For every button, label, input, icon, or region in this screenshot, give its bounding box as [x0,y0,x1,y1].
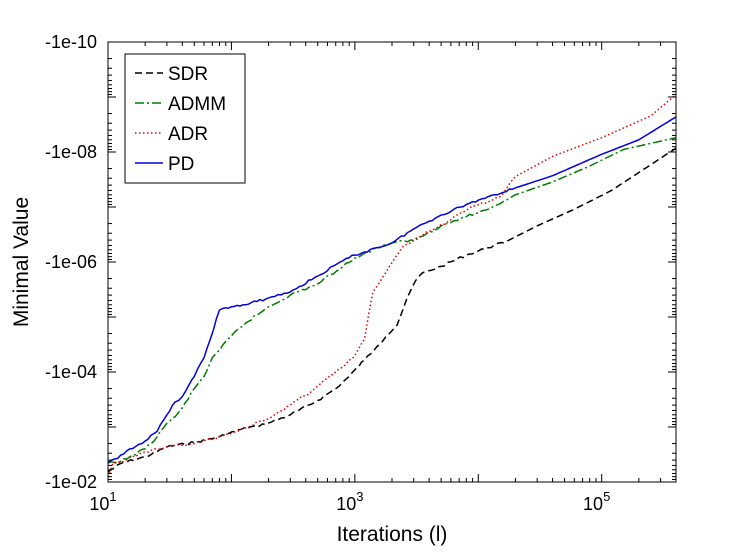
y-tick-label: -1e-06 [45,252,97,272]
legend: SDR ADMM ADR PD [124,53,246,184]
y-tick-label: -1e-04 [45,362,97,382]
x-tick-exponent: 1 [109,489,116,504]
x-tick-label: 105 [583,489,610,514]
legend-label-adr: ADR [168,124,208,145]
x-tick-base: 10 [89,494,109,514]
y-axis-title: Minimal Value [10,197,33,327]
x-tick-label: 101 [89,489,116,514]
legend-box [124,53,246,184]
x-tick-label: 103 [336,489,363,514]
y-tick-label: -1e-02 [45,472,97,492]
legend-label-pd: PD [168,154,194,175]
series-layer [107,93,677,477]
series-line-sdr [107,147,677,473]
series-line-pd [107,116,677,464]
y-tick-label: -1e-10 [45,32,97,52]
tick-layer: 101 103 105-1e-10-1e-08-1e-06-1e-04-1e-02 [45,32,677,514]
x-tick-base: 10 [336,494,356,514]
legend-items: SDR ADMM ADR PD [135,64,226,175]
y-tick-label: -1e-08 [45,142,97,162]
series-line-adr [107,93,677,477]
x-tick-exponent: 5 [603,489,610,504]
legend-label-sdr: SDR [168,64,208,85]
x-axis-title: Iterations (l) [337,523,448,546]
x-tick-exponent: 3 [356,489,363,504]
x-tick-base: 10 [583,494,603,514]
legend-label-admm: ADMM [168,94,226,115]
